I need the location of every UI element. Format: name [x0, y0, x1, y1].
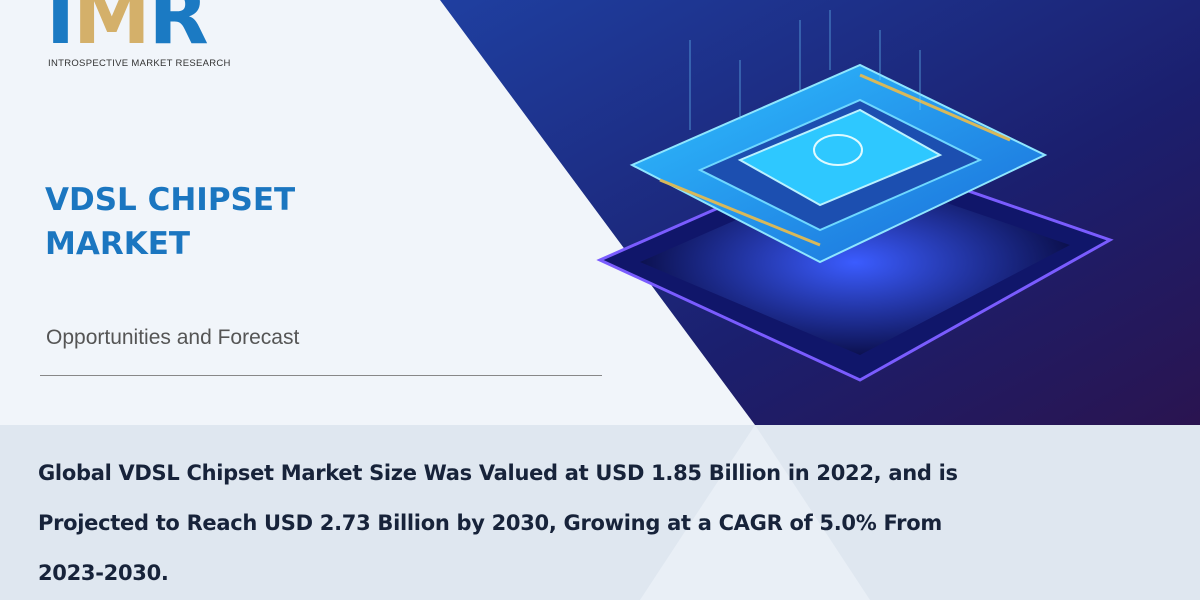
imr-logo: IMR [46, 0, 236, 68]
logo-letter-m: M [73, 0, 151, 62]
title-line-2: MARKET [45, 226, 191, 262]
lower-band [0, 425, 1200, 600]
logo-letter-i: I [46, 0, 75, 62]
divider [40, 375, 602, 376]
chip-illustration [596, 10, 1114, 382]
page-title: VDSL CHIPSET MARKET [45, 178, 295, 266]
market-summary: Global VDSL Chipset Market Size Was Valu… [38, 461, 958, 585]
logo-tagline: INTROSPECTIVE MARKET RESEARCH [48, 58, 231, 69]
title-line-1: VDSL CHIPSET [45, 182, 296, 218]
subtitle: Opportunities and Forecast [46, 326, 300, 349]
lower-triangle [640, 425, 870, 600]
logo-letter-r: R [148, 0, 209, 62]
